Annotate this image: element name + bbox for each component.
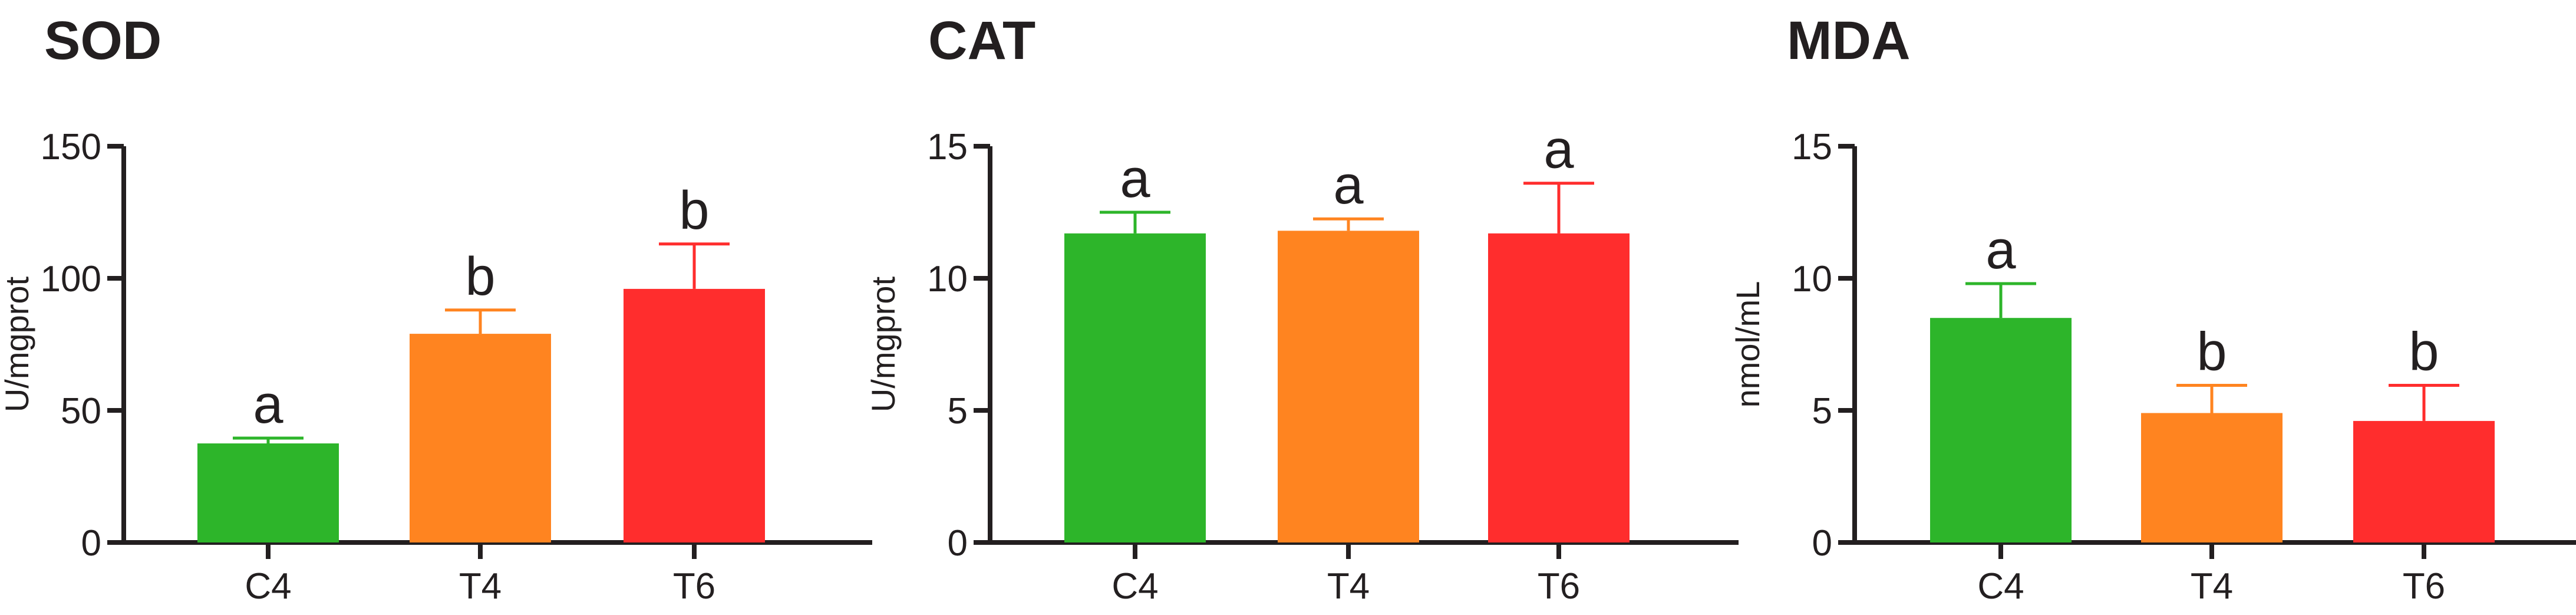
x-tick-label: C4 bbox=[1977, 566, 2024, 607]
bar-t6 bbox=[2353, 420, 2495, 542]
y-axis-label: U/mgprot bbox=[0, 276, 35, 412]
y-tick-label: 5 bbox=[1812, 391, 1832, 432]
y-tick-label: 5 bbox=[948, 391, 968, 432]
x-tick-label: T4 bbox=[2191, 566, 2233, 607]
chart-title: SOD bbox=[44, 11, 161, 71]
y-axis-label: U/mgprot bbox=[865, 276, 902, 412]
y-tick-label: 15 bbox=[927, 127, 968, 167]
y-tick-label: 10 bbox=[927, 259, 968, 300]
significance-label: b bbox=[465, 246, 495, 307]
x-tick-label: T4 bbox=[1327, 566, 1370, 607]
significance-label: a bbox=[253, 374, 283, 435]
y-tick-label: 0 bbox=[81, 523, 101, 564]
y-tick-label: 100 bbox=[41, 259, 101, 300]
x-tick-label: T4 bbox=[459, 566, 502, 607]
chart-panel-mda: MDA nmol/mL 0 5 10 15 a C4 b T4 b T6 bbox=[1729, 11, 2576, 607]
chart-panel-cat: CAT U/mgprot 0 5 10 15 a C4 a T4 a T6 bbox=[865, 11, 1739, 607]
y-tick-label: 150 bbox=[41, 127, 101, 167]
x-tick-label: C4 bbox=[1111, 566, 1158, 607]
y-axis-label: nmol/mL bbox=[1729, 281, 1766, 408]
bar-c4 bbox=[1064, 233, 1206, 543]
bar-c4 bbox=[1930, 318, 2072, 542]
chart-title: MDA bbox=[1787, 11, 1911, 71]
x-tick-label: T6 bbox=[673, 566, 715, 607]
bar-t4 bbox=[1278, 231, 1419, 542]
significance-label: b bbox=[2409, 321, 2439, 382]
bar-t6 bbox=[624, 288, 765, 542]
y-tick-label: 0 bbox=[1812, 523, 1832, 564]
x-tick-label: C4 bbox=[245, 566, 291, 607]
chart-title: CAT bbox=[928, 11, 1035, 71]
y-tick-label: 10 bbox=[1792, 259, 1832, 300]
significance-label: a bbox=[1333, 155, 1364, 215]
bar-t4 bbox=[410, 334, 551, 542]
chart-panel-sod: SOD U/mgprot 0 50 100 150 a C4 b T4 b T6 bbox=[0, 11, 872, 607]
bar-t6 bbox=[1488, 233, 1630, 543]
bar-c4 bbox=[197, 443, 339, 542]
x-tick-label: T6 bbox=[1538, 566, 1580, 607]
significance-label: b bbox=[2196, 321, 2227, 382]
y-tick-label: 15 bbox=[1792, 127, 1832, 167]
x-tick-label: T6 bbox=[2403, 566, 2445, 607]
bar-t4 bbox=[2141, 413, 2283, 542]
significance-label: a bbox=[1120, 149, 1150, 209]
significance-label: a bbox=[1543, 120, 1574, 180]
significance-label: b bbox=[679, 180, 709, 241]
significance-label: a bbox=[1985, 220, 2016, 280]
y-tick-label: 0 bbox=[948, 523, 968, 564]
y-tick-label: 50 bbox=[61, 391, 101, 432]
